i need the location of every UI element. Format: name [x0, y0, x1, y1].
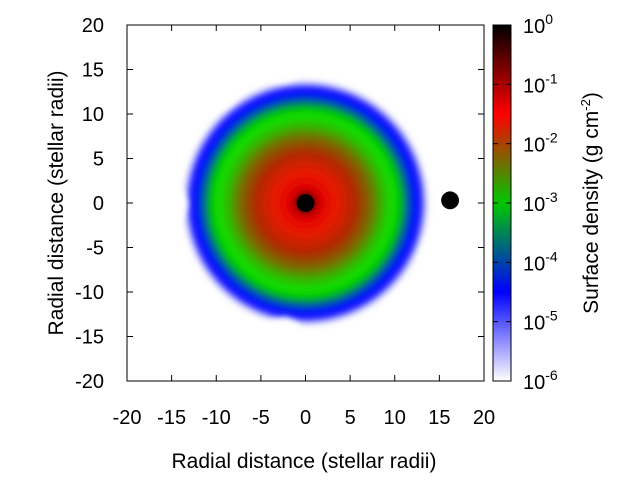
- x-tick-label: -10: [202, 407, 231, 429]
- colorbar: 100 10-1 10-2 10-3 10-4 10-5 10-6: [492, 11, 558, 394]
- colorbar-tick-label: 10-3: [523, 189, 558, 216]
- x-tick-label: -15: [157, 407, 186, 429]
- y-tick-label: -15: [75, 327, 104, 349]
- colorbar-tick-label: 100: [523, 11, 553, 38]
- x-tick-label: -20: [113, 407, 142, 429]
- colorbar-tick-label: 10-2: [523, 130, 558, 157]
- colorbar-tick-label: 10-1: [523, 70, 558, 97]
- colorbar-tick-label: 10-6: [523, 367, 558, 394]
- colorbar-title-main: Surface density (g cm: [580, 111, 603, 314]
- y-tick-label: 20: [82, 15, 104, 37]
- plot-area: [178, 70, 460, 332]
- y-tick-label: -20: [75, 371, 104, 393]
- y-axis-title: Radial distance (stellar radii): [45, 71, 68, 336]
- axes: -20 -15 -10 -5 0 5 10 15 20 20 15 10 5 0 -5 -10 -15 -20: [75, 15, 495, 429]
- x-tick-label: -5: [252, 407, 270, 429]
- y-tick-label: 10: [82, 104, 104, 126]
- x-tick-label: 15: [428, 407, 450, 429]
- companion-marker: [441, 191, 460, 210]
- y-tick-label: 15: [82, 60, 104, 82]
- central-star-marker: [296, 194, 315, 212]
- colorbar-title-tail: ): [580, 92, 603, 99]
- colorbar-title: Surface density (g cm-2): [578, 92, 603, 314]
- colorbar-tick-label: 10-4: [523, 248, 558, 275]
- colorbar-title-exp: -2: [578, 99, 593, 111]
- y-tick-label: 0: [93, 193, 104, 215]
- x-tick-label: 0: [300, 407, 311, 429]
- x-tick-label: 10: [384, 407, 406, 429]
- x-axis-title: Radial distance (stellar radii): [172, 450, 437, 473]
- colorbar-tick-label: 10-5: [523, 308, 558, 335]
- y-tick-label: -10: [75, 282, 104, 304]
- x-tick-label: 5: [345, 407, 356, 429]
- y-tick-label: 5: [93, 149, 104, 171]
- x-tick-label: 20: [473, 407, 495, 429]
- y-tick-label: -5: [86, 238, 104, 260]
